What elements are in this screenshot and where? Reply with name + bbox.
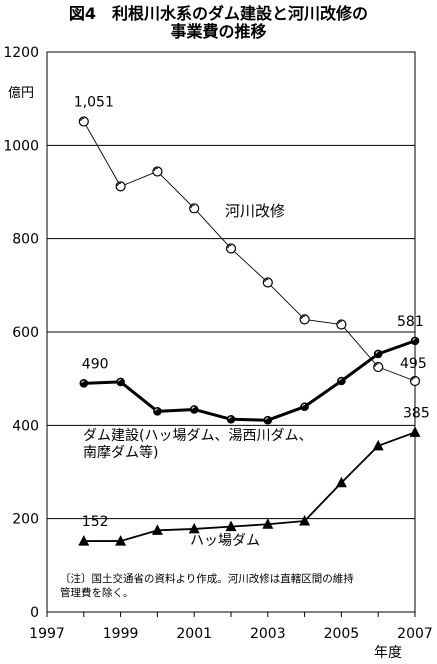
series-label-river: 河川改修 (225, 202, 285, 220)
series-label-dam-line1: ダム建設(ハッ場ダム、湯西川ダム、 (83, 427, 312, 444)
river-improvement-marker-highlight (153, 167, 158, 172)
yamba-dam-marker (225, 520, 237, 532)
yamba-dam-marker (409, 426, 421, 437)
yamba-dam-marker (188, 522, 200, 534)
river-improvement-marker-highlight (411, 377, 416, 381)
y-tick-label: 1000 (3, 138, 39, 154)
y-tick-label: 1200 (3, 45, 39, 61)
dam-construction-marker-highlight (191, 406, 195, 410)
x-tick-label: 2007 (397, 626, 433, 642)
data-label: 581 (397, 314, 424, 330)
data-labels: 1,051 495 490 581 152 385 (74, 95, 430, 531)
x-tick-label: 1997 (29, 626, 65, 642)
data-label: 152 (82, 514, 109, 530)
dam-construction-marker-highlight (228, 416, 232, 420)
river-improvement-marker-highlight (374, 363, 379, 367)
data-label: 1,051 (74, 95, 114, 111)
chart-title-line2: 事業費の推移 (170, 22, 267, 41)
dam-construction-line (83, 339, 416, 422)
x-tick-label: 1999 (103, 626, 139, 642)
y-tick-label: 200 (12, 512, 39, 528)
y-tick-label: 600 (12, 325, 39, 341)
river-improvement-line (83, 121, 416, 382)
yamba-dam-line (83, 431, 416, 542)
data-label: 495 (400, 356, 427, 372)
y-tick-label: 800 (12, 232, 39, 248)
y-tick-label: 400 (12, 418, 39, 434)
x-tick-label: 2005 (324, 626, 360, 642)
yamba-dam-marker (335, 476, 347, 488)
dam-construction-marker-highlight (412, 338, 416, 341)
river-improvement-marker-highlight (300, 315, 306, 320)
yamba-dam-marker (78, 535, 90, 546)
river-improvement-marker-highlight (337, 320, 342, 325)
yamba-dam-marker (262, 518, 274, 529)
river-improvement-marker-highlight (264, 278, 269, 283)
x-axis-label: 年度 (374, 645, 402, 661)
chart-title-line1: 図4 利根川水系のダム建設と河川改修の (68, 4, 369, 23)
river-improvement-marker-highlight (116, 182, 122, 187)
y-axis-label: 億円 (8, 85, 34, 101)
dam-construction-marker-highlight (265, 417, 269, 420)
dam-construction-marker-highlight (154, 408, 158, 412)
x-tick-label: 2001 (176, 626, 212, 642)
dam-construction-marker-highlight (117, 379, 122, 382)
y-tick-label: 0 (30, 605, 39, 621)
note-line2: 管理費を除く。 (60, 586, 134, 599)
yamba-dam-marker (151, 524, 163, 535)
dam-construction-marker-highlight (375, 351, 379, 354)
dam-construction-marker-highlight (81, 380, 85, 384)
data-label: 385 (403, 405, 430, 421)
grid-lines (47, 144, 415, 520)
dam-construction-marker-highlight (301, 404, 306, 407)
yamba-dam-marker (115, 535, 127, 546)
series-group (78, 116, 421, 546)
y-axis: 0 200 400 600 800 1000 1200 (3, 45, 39, 621)
yamba-dam-marker (299, 515, 311, 526)
x-axis: 1997 1999 2001 2003 2005 2007 (29, 612, 433, 642)
dam-construction-marker-highlight (338, 378, 342, 381)
series-label-dam-line2: 南摩ダム等) (83, 444, 158, 461)
x-tick-label: 2003 (250, 626, 286, 642)
river-improvement-marker-highlight (227, 244, 232, 249)
river-improvement-marker-highlight (190, 204, 195, 209)
series-label-yamba: ハッ場ダム (190, 533, 260, 549)
note-line1: 〔注〕国土交通省の資料より作成。河川改修は直轄区間の維持 (60, 572, 354, 585)
river-improvement-marker-highlight (80, 117, 85, 122)
yamba-dam-marker (372, 439, 384, 451)
data-label: 490 (82, 356, 109, 372)
